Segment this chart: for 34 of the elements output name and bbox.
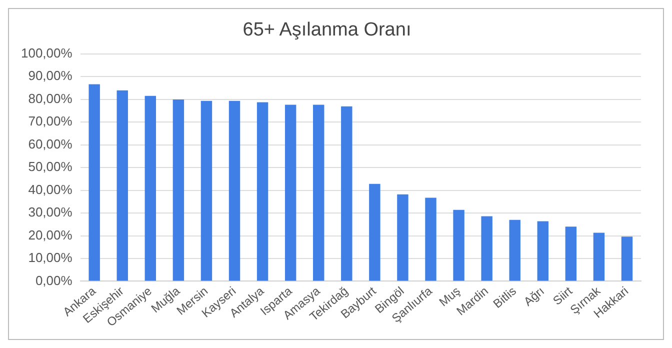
y-tick-label: 10,00% bbox=[28, 250, 73, 266]
y-tick-label: 30,00% bbox=[28, 204, 73, 220]
bar bbox=[284, 104, 296, 281]
bar bbox=[621, 236, 633, 281]
y-tick-label: 20,00% bbox=[28, 227, 73, 242]
bar bbox=[453, 210, 464, 281]
y-tick-label: 40,00% bbox=[28, 182, 73, 197]
bar bbox=[144, 96, 156, 281]
bar bbox=[425, 198, 436, 281]
x-tick-label: Ağrı bbox=[521, 284, 547, 309]
bar bbox=[565, 226, 577, 281]
bar bbox=[593, 232, 605, 281]
bar bbox=[228, 100, 240, 281]
bar bbox=[116, 90, 128, 281]
y-tick-label: 100,00% bbox=[20, 45, 73, 60]
bar bbox=[256, 102, 268, 281]
bar bbox=[313, 104, 324, 281]
y-tick-label: 50,00% bbox=[28, 159, 73, 174]
bar bbox=[369, 184, 380, 281]
bar bbox=[509, 220, 520, 281]
bar bbox=[88, 84, 100, 281]
bar bbox=[172, 100, 184, 281]
bar bbox=[481, 216, 492, 281]
y-tick-label: 80,00% bbox=[28, 90, 73, 106]
y-tick-label: 70,00% bbox=[28, 114, 73, 129]
bar bbox=[537, 221, 548, 281]
y-tick-label: 90,00% bbox=[28, 68, 73, 84]
bar bbox=[200, 100, 212, 281]
x-tick-label: Bitlis bbox=[490, 284, 519, 311]
chart-title: 65+ Aşılanma Oranı bbox=[242, 20, 412, 41]
bar bbox=[341, 106, 352, 281]
y-tick-label: 60,00% bbox=[28, 136, 73, 152]
bar bbox=[397, 194, 408, 281]
y-tick-label: 0,00% bbox=[35, 272, 73, 288]
